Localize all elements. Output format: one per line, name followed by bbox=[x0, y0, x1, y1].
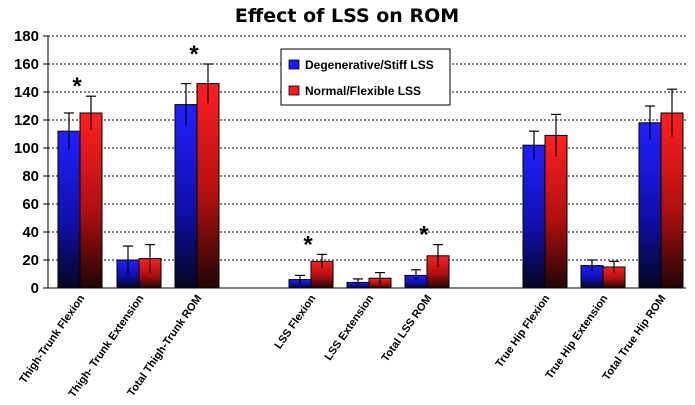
bar-degenerative bbox=[522, 144, 546, 289]
category-label: LSS Extension bbox=[322, 293, 376, 363]
bar-degenerative bbox=[174, 104, 198, 289]
category-label: True Hip Flexion bbox=[494, 293, 553, 370]
category-label: Thigh-Trunk Flexion bbox=[17, 293, 87, 386]
y-tick-label: 40 bbox=[22, 224, 39, 241]
legend-label-normal: Normal/Flexible LSS bbox=[305, 84, 421, 98]
bar-degenerative bbox=[638, 122, 662, 289]
category-label: True Hip Extension bbox=[543, 293, 610, 382]
y-tick-label: 140 bbox=[14, 84, 39, 101]
bars: * * * * bbox=[57, 41, 684, 289]
category-label: LSS Flexion bbox=[273, 293, 319, 352]
y-tick-label: 120 bbox=[14, 112, 39, 129]
y-tick-label: 180 bbox=[14, 28, 39, 45]
legend-swatch-degenerative bbox=[288, 59, 300, 70]
y-tick-label: 60 bbox=[22, 196, 39, 213]
category-label: Total True Hip ROM bbox=[601, 293, 669, 383]
chart-title: Effect of LSS on ROM bbox=[235, 5, 459, 27]
bar-normal bbox=[660, 112, 684, 289]
bar-normal bbox=[544, 134, 568, 289]
significance-marker: * bbox=[72, 73, 82, 100]
category-label: Total LSS ROM bbox=[380, 293, 435, 364]
legend-swatch-normal bbox=[288, 85, 300, 96]
y-tick-label: 0 bbox=[31, 280, 39, 297]
bar-degenerative bbox=[57, 130, 81, 289]
legend-box bbox=[280, 48, 451, 106]
significance-marker: * bbox=[303, 231, 313, 258]
y-tick-label: 100 bbox=[14, 140, 39, 157]
y-tick-label: 80 bbox=[22, 168, 39, 185]
y-tick-label: 160 bbox=[14, 56, 39, 73]
significance-marker: * bbox=[189, 41, 199, 68]
significance-marker: * bbox=[419, 222, 429, 249]
legend-label-degenerative: Degenerative/Stiff LSS bbox=[305, 58, 434, 72]
y-tick-label: 20 bbox=[22, 252, 39, 269]
legend: Degenerative/Stiff LSS Normal/Flexible L… bbox=[280, 48, 451, 106]
bar-normal bbox=[79, 112, 103, 289]
bar-normal bbox=[196, 83, 220, 289]
